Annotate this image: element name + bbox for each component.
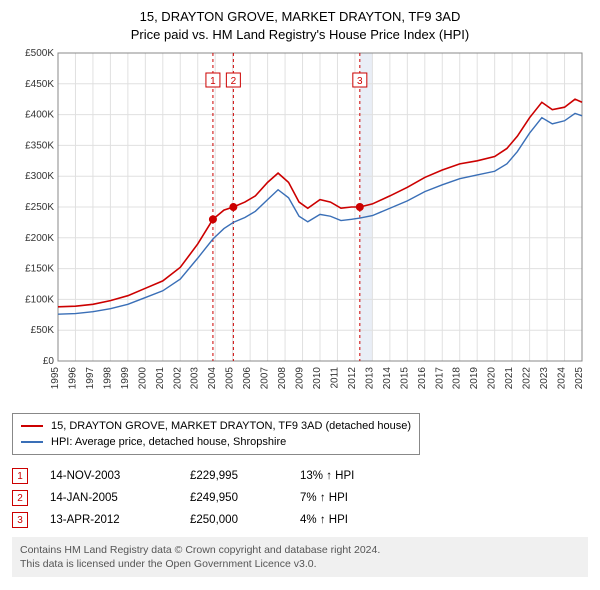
svg-text:2025: 2025 — [574, 367, 585, 390]
svg-text:2004: 2004 — [207, 367, 218, 390]
svg-text:£400K: £400K — [25, 110, 54, 121]
event-date: 14-JAN-2005 — [50, 492, 190, 504]
svg-text:1999: 1999 — [120, 367, 131, 390]
svg-text:1995: 1995 — [50, 367, 61, 390]
svg-text:1996: 1996 — [67, 367, 78, 390]
svg-text:£500K: £500K — [25, 48, 54, 59]
title-line2: Price paid vs. HM Land Registry's House … — [12, 26, 588, 44]
event-row: 3 13-APR-2012£250,0004% ↑ HPI — [12, 509, 588, 531]
event-badge: 2 — [12, 490, 28, 506]
event-price: £250,000 — [190, 514, 300, 526]
svg-text:£250K: £250K — [25, 202, 54, 213]
svg-text:2015: 2015 — [399, 367, 410, 390]
svg-text:2: 2 — [231, 76, 237, 87]
svg-text:2017: 2017 — [434, 367, 445, 390]
svg-text:2009: 2009 — [295, 367, 306, 390]
svg-text:2007: 2007 — [260, 367, 271, 390]
chart-svg: £0 £50K £100K £150K £200K £250K £300K £350K £400… — [12, 47, 588, 407]
event-pct: 7% ↑ HPI — [300, 492, 410, 504]
svg-text:3: 3 — [357, 76, 363, 87]
event-table: 1 14-NOV-2003£229,99513% ↑ HPI 2 14-JAN-200… — [12, 465, 588, 531]
attribution-footer: Contains HM Land Registry data © Crown c… — [12, 537, 588, 577]
event-badge: 3 — [12, 512, 28, 528]
svg-text:1997: 1997 — [85, 367, 96, 390]
svg-text:2016: 2016 — [417, 367, 428, 390]
svg-text:£350K: £350K — [25, 140, 54, 151]
svg-text:£150K: £150K — [25, 264, 54, 275]
svg-text:£300K: £300K — [25, 171, 54, 182]
svg-text:2012: 2012 — [347, 367, 358, 390]
event-row: 1 14-NOV-2003£229,99513% ↑ HPI — [12, 465, 588, 487]
footer-line2: This data is licensed under the Open Gov… — [20, 557, 580, 571]
svg-text:1: 1 — [210, 76, 216, 87]
svg-text:2000: 2000 — [137, 367, 148, 390]
svg-text:2023: 2023 — [539, 367, 550, 390]
event-pct: 13% ↑ HPI — [300, 470, 410, 482]
svg-text:£0: £0 — [43, 356, 55, 367]
svg-text:2003: 2003 — [190, 367, 201, 390]
legend-label: HPI: Average price, detached house, Shro… — [51, 436, 286, 448]
legend-label: 15, DRAYTON GROVE, MARKET DRAYTON, TF9 3… — [51, 420, 411, 432]
svg-text:1998: 1998 — [102, 367, 113, 390]
svg-text:2008: 2008 — [277, 367, 288, 390]
event-row: 2 14-JAN-2005£249,9507% ↑ HPI — [12, 487, 588, 509]
svg-text:2014: 2014 — [382, 367, 393, 390]
event-date: 13-APR-2012 — [50, 514, 190, 526]
legend-row: 15, DRAYTON GROVE, MARKET DRAYTON, TF9 3… — [21, 418, 411, 434]
event-date: 14-NOV-2003 — [50, 470, 190, 482]
legend-swatch — [21, 441, 43, 443]
svg-text:2006: 2006 — [242, 367, 253, 390]
svg-text:2010: 2010 — [312, 367, 323, 390]
event-price: £249,950 — [190, 492, 300, 504]
svg-text:2024: 2024 — [557, 367, 568, 390]
svg-text:2013: 2013 — [364, 367, 375, 390]
svg-text:2001: 2001 — [155, 367, 166, 390]
event-badge: 1 — [12, 468, 28, 484]
svg-text:£450K: £450K — [25, 79, 54, 90]
event-price: £229,995 — [190, 470, 300, 482]
chart-title: 15, DRAYTON GROVE, MARKET DRAYTON, TF9 3… — [12, 8, 588, 43]
event-pct: 4% ↑ HPI — [300, 514, 410, 526]
svg-text:2002: 2002 — [172, 367, 183, 390]
chart-area: £0 £50K £100K £150K £200K £250K £300K £350K £400… — [12, 47, 588, 407]
footer-line1: Contains HM Land Registry data © Crown c… — [20, 543, 580, 557]
legend-swatch — [21, 425, 43, 427]
svg-text:2011: 2011 — [329, 367, 340, 389]
svg-text:2018: 2018 — [452, 367, 463, 390]
svg-text:£100K: £100K — [25, 294, 54, 305]
svg-text:£50K: £50K — [31, 325, 55, 336]
svg-text:2022: 2022 — [522, 367, 533, 390]
svg-text:2021: 2021 — [504, 367, 515, 390]
svg-text:2020: 2020 — [487, 367, 498, 390]
svg-text:2019: 2019 — [469, 367, 480, 390]
legend-row: HPI: Average price, detached house, Shro… — [21, 434, 411, 450]
svg-text:2005: 2005 — [225, 367, 236, 390]
title-line1: 15, DRAYTON GROVE, MARKET DRAYTON, TF9 3… — [12, 8, 588, 26]
svg-text:£200K: £200K — [25, 233, 54, 244]
legend: 15, DRAYTON GROVE, MARKET DRAYTON, TF9 3… — [12, 413, 420, 455]
